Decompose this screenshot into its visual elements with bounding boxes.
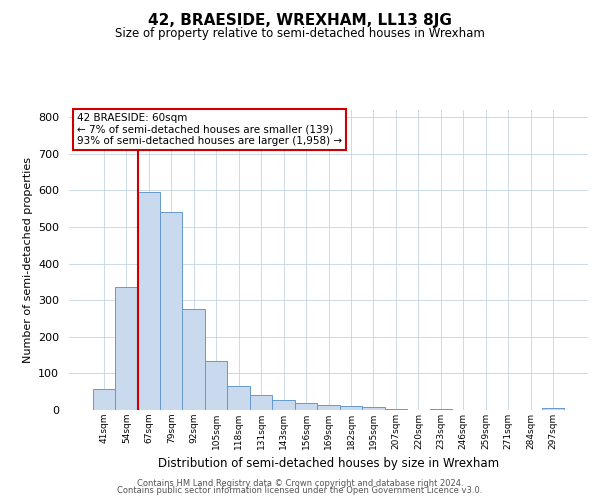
- Text: Contains HM Land Registry data © Crown copyright and database right 2024.: Contains HM Land Registry data © Crown c…: [137, 478, 463, 488]
- Text: Contains public sector information licensed under the Open Government Licence v3: Contains public sector information licen…: [118, 486, 482, 495]
- Bar: [182, 310, 205, 410]
- Text: 42, BRAESIDE, WREXHAM, LL13 8JG: 42, BRAESIDE, WREXHAM, LL13 8JG: [148, 12, 452, 28]
- Bar: [272, 400, 295, 410]
- Bar: [430, 408, 452, 410]
- Bar: [340, 406, 362, 410]
- Bar: [115, 288, 137, 410]
- Bar: [295, 402, 317, 410]
- Bar: [542, 408, 565, 410]
- Bar: [362, 408, 385, 410]
- Bar: [385, 408, 407, 410]
- Bar: [250, 394, 272, 410]
- Bar: [92, 389, 115, 410]
- Text: Size of property relative to semi-detached houses in Wrexham: Size of property relative to semi-detach…: [115, 28, 485, 40]
- Bar: [137, 192, 160, 410]
- Bar: [227, 386, 250, 410]
- Text: 42 BRAESIDE: 60sqm
← 7% of semi-detached houses are smaller (139)
93% of semi-de: 42 BRAESIDE: 60sqm ← 7% of semi-detached…: [77, 113, 342, 146]
- X-axis label: Distribution of semi-detached houses by size in Wrexham: Distribution of semi-detached houses by …: [158, 458, 499, 470]
- Bar: [160, 212, 182, 410]
- Bar: [205, 360, 227, 410]
- Bar: [317, 405, 340, 410]
- Y-axis label: Number of semi-detached properties: Number of semi-detached properties: [23, 157, 32, 363]
